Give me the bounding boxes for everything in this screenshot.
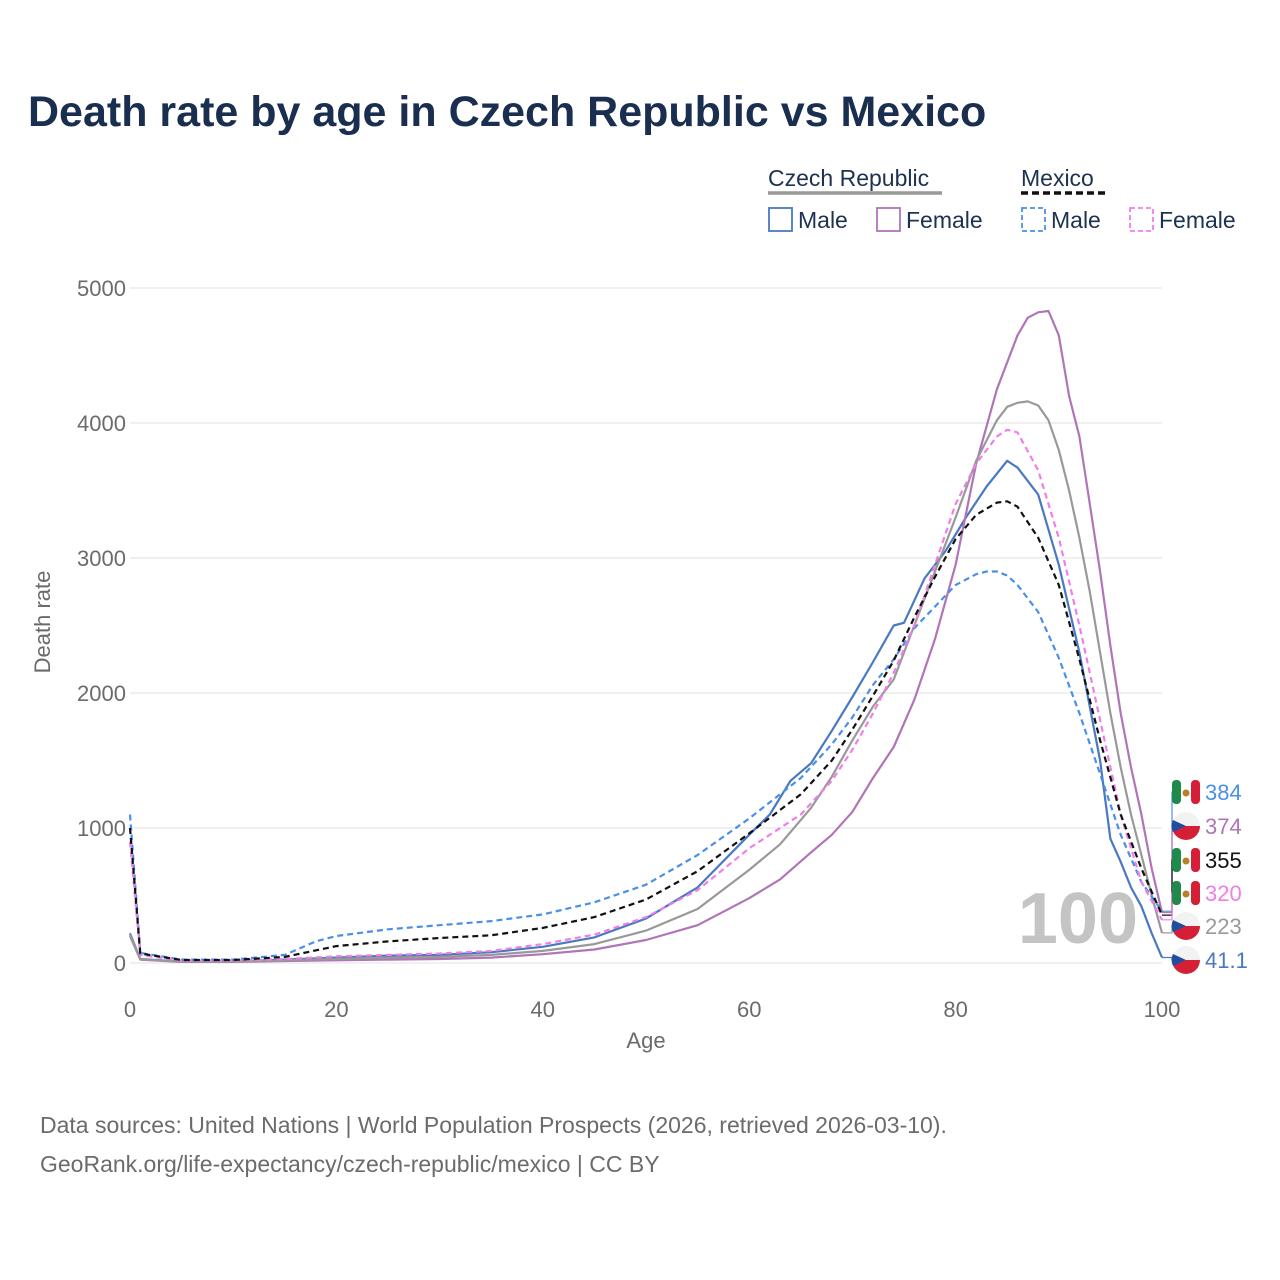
mexico-flag-icon [1172, 846, 1200, 874]
legend-swatch-female [1129, 207, 1154, 232]
legend-swatch-male [1021, 207, 1046, 232]
legend: Czech Republic Male Female Mexico Male Female [768, 165, 1236, 233]
x-tick-label: 0 [124, 997, 136, 1022]
flag-red-half [1172, 826, 1200, 840]
x-tick-label: 20 [324, 997, 348, 1022]
series-line-czech-republic-female [128, 309, 1164, 963]
end-label-value: 223 [1205, 914, 1242, 939]
flag-blue-triangle [1171, 920, 1186, 932]
flag-green-band [1172, 848, 1181, 872]
flag-red-band [1191, 881, 1200, 905]
flag-red-half [1172, 926, 1200, 940]
chart-title: Death rate by age in Czech Republic vs M… [28, 88, 987, 136]
czech-flag-icon [1171, 912, 1200, 940]
x-tick-label: 40 [531, 997, 555, 1022]
y-tick-label: 5000 [77, 276, 126, 301]
series-line-mexico-total [128, 500, 1164, 962]
end-labels: 384 374 355 320 223 41.1 [1162, 778, 1248, 974]
legend-label-female: Female [906, 207, 983, 233]
y-tick-label: 3000 [77, 546, 126, 571]
czech-flag-icon [1171, 946, 1200, 974]
x-tick-label: 60 [737, 997, 761, 1022]
flag-green-band [1172, 881, 1181, 905]
end-label-value: 384 [1205, 780, 1242, 805]
series-line-czech-republic-male [128, 459, 1164, 963]
end-label-value: 374 [1205, 814, 1242, 839]
sources-line-1: Data sources: United Nations | World Pop… [40, 1112, 947, 1138]
x-tick-label: 80 [943, 997, 967, 1022]
czech-flag-icon [1171, 812, 1200, 840]
flag-red-band [1191, 848, 1200, 872]
sources: Data sources: United Nations | World Pop… [40, 1106, 947, 1184]
legend-swatch-female [876, 207, 901, 232]
flag-blue-triangle [1171, 820, 1186, 832]
axes: 0 1000 2000 3000 4000 5000 0 20 40 60 80 100 Age Deat… [30, 276, 1180, 1053]
x-axis-title: Age [626, 1028, 665, 1053]
x-tick-label: 100 [1144, 997, 1181, 1022]
end-label-value: 355 [1205, 848, 1242, 873]
flag-green-band [1172, 780, 1181, 804]
legend-group-title: Mexico [1021, 165, 1094, 191]
series-lines [128, 309, 1164, 963]
y-tick-label: 1000 [77, 816, 126, 841]
flag-emblem [1182, 890, 1190, 898]
y-tick-label: 2000 [77, 681, 126, 706]
mexico-flag-icon [1172, 778, 1200, 806]
series-line-mexico-female [128, 428, 1163, 962]
legend-group-title: Czech Republic [768, 165, 929, 191]
series-line-czech-republic-total [128, 400, 1164, 963]
flag-blue-triangle [1171, 954, 1186, 966]
legend-swatch-male [768, 207, 793, 232]
legend-label-male: Male [798, 207, 848, 233]
flag-emblem [1182, 789, 1190, 797]
age-annotation: 100 [1018, 879, 1138, 959]
end-label-value: 41.1 [1205, 948, 1248, 973]
flag-emblem [1182, 857, 1190, 865]
sources-line-2[interactable]: GeoRank.org/life-expectancy/czech-republ… [40, 1151, 660, 1177]
flag-red-band [1191, 780, 1200, 804]
y-tick-label: 4000 [77, 411, 126, 436]
legend-label-female: Female [1159, 207, 1236, 233]
end-label-value: 320 [1205, 881, 1242, 906]
flag-red-half [1172, 960, 1200, 974]
grid [130, 287, 1162, 964]
y-axis-title: Death rate [30, 571, 55, 674]
mexico-flag-icon [1172, 879, 1200, 907]
legend-label-male: Male [1051, 207, 1101, 233]
series-line-mexico-male [128, 570, 1163, 961]
chart-area: Czech Republic Male Female Mexico Male Female… [30, 165, 1248, 1053]
y-tick-label: 0 [114, 951, 126, 976]
